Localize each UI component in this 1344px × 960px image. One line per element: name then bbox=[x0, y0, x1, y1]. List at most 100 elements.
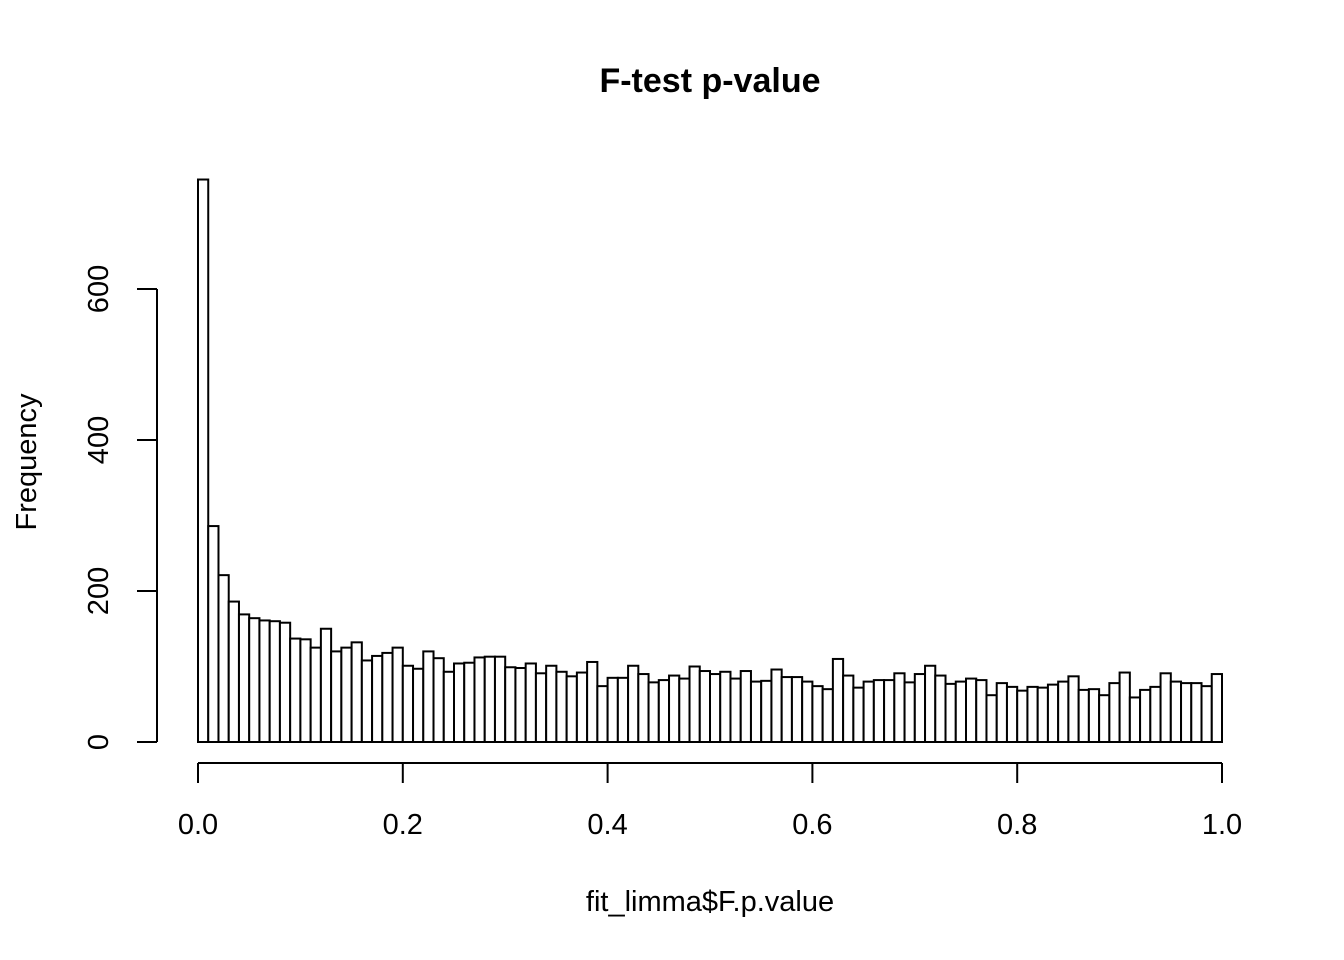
histogram-bar bbox=[565, 675, 578, 744]
histogram-bar bbox=[207, 525, 220, 743]
histogram-bar bbox=[391, 646, 404, 744]
histogram-bar bbox=[555, 670, 568, 744]
histogram-bar bbox=[749, 680, 763, 743]
histogram-bar bbox=[217, 574, 230, 744]
x-axis: 0.0 0.2 0.4 0.6 0.8 1.0 bbox=[178, 762, 1242, 841]
histogram-bar bbox=[1159, 672, 1172, 743]
histogram-bar bbox=[483, 655, 496, 743]
histogram-bar bbox=[258, 619, 271, 743]
histogram-bar bbox=[237, 613, 251, 744]
histogram-bar bbox=[924, 664, 937, 743]
histogram-bar bbox=[1200, 685, 1213, 744]
histogram-bar bbox=[1128, 696, 1142, 744]
histogram-bar bbox=[606, 676, 619, 744]
histogram-bar bbox=[340, 646, 353, 744]
histogram-bar bbox=[309, 646, 322, 744]
histogram-bar bbox=[1149, 685, 1162, 744]
histogram-bar bbox=[1077, 688, 1090, 744]
histogram-bar bbox=[299, 638, 312, 744]
histogram-bar bbox=[381, 651, 394, 743]
x-tick-label: 0.8 bbox=[997, 809, 1037, 841]
histogram-bar bbox=[760, 679, 773, 743]
x-tick-label: 0.2 bbox=[383, 809, 423, 841]
histogram-bar bbox=[1180, 682, 1193, 743]
histogram-bar bbox=[975, 679, 988, 744]
y-tick-label: 400 bbox=[83, 416, 115, 464]
histogram-bar bbox=[463, 661, 476, 743]
histogram-bar bbox=[248, 617, 261, 743]
histogram-bar bbox=[1118, 671, 1131, 743]
histogram-bar bbox=[739, 670, 752, 744]
histogram-bar bbox=[903, 681, 916, 743]
histogram-bar bbox=[422, 650, 435, 744]
histogram-bar bbox=[954, 680, 968, 743]
y-tick-label: 200 bbox=[83, 567, 115, 615]
histogram-bar bbox=[371, 654, 384, 743]
histogram-bar bbox=[453, 662, 466, 743]
histogram-bar bbox=[770, 668, 783, 744]
y-axis-label: Frequency bbox=[11, 393, 43, 531]
histogram-bar bbox=[330, 650, 343, 744]
histogram-bar bbox=[709, 673, 722, 743]
histogram-bar bbox=[1087, 688, 1101, 744]
histogram-bar bbox=[432, 657, 445, 743]
histogram-bar bbox=[1057, 680, 1070, 743]
y-tick-label: 0 bbox=[83, 734, 115, 750]
histogram-bar bbox=[934, 674, 947, 743]
x-tick-label: 0.6 bbox=[792, 809, 832, 841]
histogram-bar bbox=[688, 665, 701, 743]
histogram-bar bbox=[350, 641, 363, 744]
histogram-bar bbox=[545, 664, 558, 743]
histogram-bar bbox=[1016, 689, 1029, 743]
histogram-bar bbox=[995, 682, 1008, 743]
histogram-bar bbox=[586, 660, 599, 743]
histogram-bar bbox=[637, 673, 650, 743]
histogram-bar bbox=[657, 679, 671, 744]
histogram-bar bbox=[493, 655, 507, 743]
histogram-bar bbox=[1005, 685, 1019, 744]
y-axis: 0 200 400 600 bbox=[83, 265, 158, 750]
histogram-bar bbox=[575, 671, 589, 743]
histogram-bar bbox=[289, 637, 302, 744]
histogram-bar bbox=[698, 670, 712, 744]
histogram-bar bbox=[268, 620, 281, 744]
histogram-bar bbox=[647, 681, 660, 743]
histogram-bar bbox=[360, 659, 374, 744]
x-tick-label: 0.4 bbox=[587, 809, 627, 841]
histogram-bar bbox=[944, 682, 957, 743]
histogram-bar bbox=[278, 621, 292, 744]
histogram-bar bbox=[627, 664, 640, 743]
histogram-bar bbox=[668, 674, 681, 743]
histogram-bar bbox=[1139, 688, 1152, 744]
histogram-bar bbox=[821, 688, 834, 744]
histogram-bar bbox=[227, 600, 240, 743]
chart-title: F-test p-value bbox=[599, 62, 820, 100]
histogram-bar bbox=[862, 680, 875, 743]
histogram-bar bbox=[729, 677, 742, 744]
histogram-bar bbox=[678, 677, 691, 744]
histogram-bar bbox=[1190, 682, 1203, 743]
histogram-bar bbox=[1067, 675, 1080, 744]
histogram-bar bbox=[852, 686, 865, 744]
histogram-bar bbox=[504, 666, 517, 743]
x-tick-label: 1.0 bbox=[1202, 809, 1242, 841]
histogram-bar bbox=[790, 676, 804, 744]
histogram-bar bbox=[780, 676, 793, 744]
histogram-bar bbox=[412, 667, 425, 744]
histogram-bar bbox=[811, 685, 824, 744]
histogram-bar bbox=[401, 664, 415, 743]
y-tick-label: 600 bbox=[83, 265, 115, 313]
histogram-bar bbox=[872, 679, 886, 744]
histogram-bar bbox=[1036, 686, 1049, 744]
histogram-bar bbox=[913, 673, 927, 743]
x-axis-label: fit_limma$F.p.value bbox=[586, 886, 834, 918]
histogram-bar bbox=[1210, 673, 1224, 743]
histogram-bar bbox=[801, 680, 814, 743]
histogram-bar bbox=[616, 676, 630, 744]
histogram-bar bbox=[965, 677, 978, 744]
histogram-bar bbox=[883, 679, 896, 744]
histogram-bar bbox=[985, 694, 998, 744]
histogram-bar bbox=[596, 685, 609, 744]
histogram-bar bbox=[893, 672, 906, 743]
